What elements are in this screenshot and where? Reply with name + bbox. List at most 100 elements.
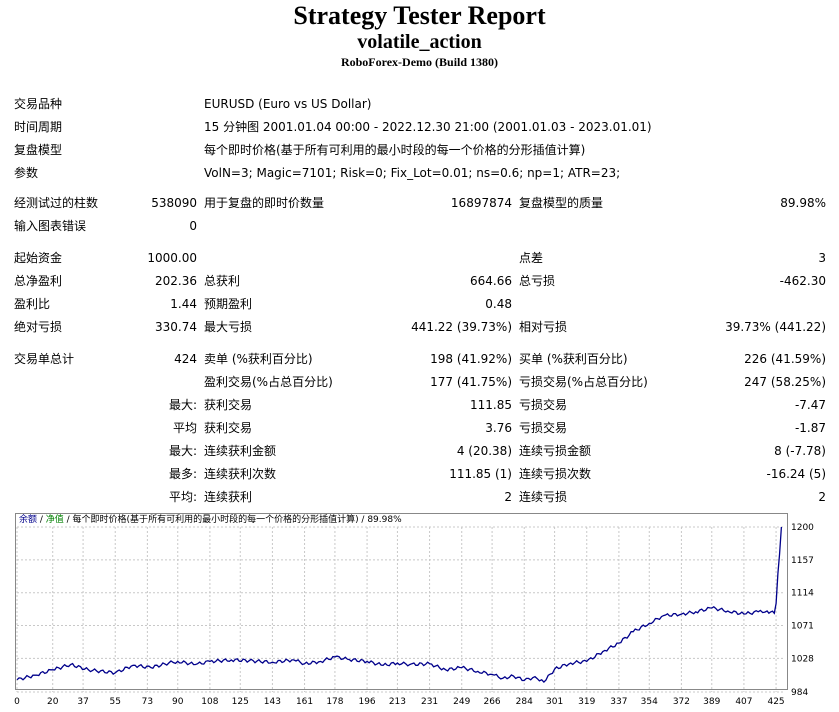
- gross-profit-label: 总获利: [204, 274, 241, 288]
- average-profit-label: 获利交易: [204, 421, 253, 435]
- net-profit-value: 202.36: [155, 274, 197, 288]
- x-tick-label: 284: [516, 697, 533, 707]
- model-label: 复盘模型: [14, 143, 63, 157]
- spread-value: 3: [818, 251, 826, 265]
- gross-loss-value: -462.30: [779, 274, 826, 288]
- y-tick-label: 1028: [791, 654, 814, 664]
- x-tick-label: 319: [578, 697, 595, 707]
- x-tick-label: 0: [14, 697, 20, 707]
- x-tick-label: 55: [110, 697, 121, 707]
- ticks-value: 16897874: [450, 196, 512, 210]
- bars-value: 538090: [151, 196, 197, 210]
- max-consecutive-losses-value: 8 (-7.78): [774, 444, 826, 458]
- x-tick-label: 37: [77, 697, 88, 707]
- x-tick-label: 196: [358, 697, 375, 707]
- chart-errors-label: 输入图表错误: [14, 219, 87, 233]
- largest-profit-label: 获利交易: [204, 398, 253, 412]
- profit-trades-label: 盈利交易(%占总百分比): [204, 375, 333, 389]
- spread-label: 点差: [519, 251, 544, 265]
- parameters-value: VolN=3; Magic=7101; Risk=0; Fix_Lot=0.01…: [204, 166, 621, 180]
- x-tick-label: 213: [389, 697, 406, 707]
- largest-profit-value: 111.85: [470, 398, 512, 412]
- balance-chart-frame: [15, 513, 788, 690]
- gross-profit-value: 664.66: [470, 274, 512, 288]
- maximal-drawdown-value: 441.22 (39.73%): [411, 320, 512, 334]
- short-positions-label: 卖单 (%获利百分比): [204, 352, 313, 366]
- chart-legend: 余额 / 净值 / 每个即时价格(基于所有可利用的最小时段的每一个价格的分形插值…: [19, 515, 402, 526]
- x-tick-label: 143: [264, 697, 281, 707]
- bars-label: 经测试过的柱数: [14, 196, 99, 210]
- ticks-label: 用于复盘的即时价数量: [204, 196, 325, 210]
- x-tick-label: 354: [641, 697, 658, 707]
- average-profit-value: 3.76: [485, 421, 512, 435]
- profit-trades-value: 177 (41.75%): [430, 375, 512, 389]
- largest-prefix: 最大:: [168, 398, 197, 412]
- legend-equity: 净值: [45, 515, 64, 525]
- expected-payoff-label: 预期盈利: [204, 297, 253, 311]
- max-consecutive-wins-label: 连续获利金额: [204, 444, 277, 458]
- x-tick-label: 178: [326, 697, 343, 707]
- largest-loss-value: -7.47: [794, 398, 826, 412]
- gross-loss-label: 总亏损: [519, 274, 556, 288]
- symbol-label: 交易品种: [14, 97, 63, 111]
- net-profit-label: 总净盈利: [14, 274, 63, 288]
- avg-consecutive-losses-label: 连续亏损: [519, 490, 568, 504]
- model-value: 每个即时价格(基于所有可利用的最小时段的每一个价格的分形插值计算): [204, 143, 586, 157]
- max-consecutive-losses-label: 连续亏损金额: [519, 444, 592, 458]
- period-value: 15 分钟图 2001.01.04 00:00 - 2022.12.30 21:…: [204, 120, 652, 134]
- x-tick-label: 108: [201, 697, 218, 707]
- report-title: Strategy Tester Report: [293, 1, 546, 30]
- relative-drawdown-label: 相对亏损: [519, 320, 568, 334]
- relative-drawdown-value: 39.73% (441.22): [725, 320, 826, 334]
- x-tick-label: 125: [232, 697, 249, 707]
- loss-trades-label: 亏损交易(%占总百分比): [519, 375, 648, 389]
- x-tick-label: 389: [703, 697, 720, 707]
- x-tick-label: 337: [610, 697, 627, 707]
- maximal-prefix: 最多:: [168, 467, 197, 481]
- maximal-consecutive-loss-label: 连续亏损次数: [519, 467, 592, 481]
- quality-value: 89.98%: [780, 196, 826, 210]
- total-trades-value: 424: [174, 352, 197, 366]
- x-tick-label: 231: [421, 697, 438, 707]
- symbol-value: EURUSD (Euro vs US Dollar): [204, 97, 372, 111]
- avg-consecutive-wins-value: 2: [504, 490, 512, 504]
- y-tick-label: 1114: [791, 589, 814, 599]
- expected-payoff-value: 0.48: [485, 297, 512, 311]
- profit-factor-value: 1.44: [170, 297, 197, 311]
- loss-trades-value: 247 (58.25%): [744, 375, 826, 389]
- profit-factor-label: 盈利比: [14, 297, 51, 311]
- x-tick-label: 20: [47, 697, 59, 707]
- maximal-consecutive-profit-label: 连续获利次数: [204, 467, 277, 481]
- x-tick-label: 161: [296, 697, 313, 707]
- quality-label: 复盘模型的质量: [519, 196, 604, 210]
- x-tick-label: 372: [673, 697, 690, 707]
- x-tick-label: 407: [735, 697, 752, 707]
- legend-description: / 每个即时价格(基于所有可利用的最小时段的每一个价格的分形插值计算) / 89…: [63, 515, 402, 525]
- maximal-consecutive-loss-value: -16.24 (5): [766, 467, 827, 481]
- expert-name: volatile_action: [357, 31, 482, 53]
- avg-consecutive-wins-label: 连续获利: [204, 490, 253, 504]
- maximum-prefix: 最大:: [168, 444, 197, 458]
- y-tick-label: 1071: [791, 622, 814, 632]
- maximal-consecutive-profit-value: 111.85 (1): [449, 467, 512, 481]
- period-label: 时间周期: [14, 120, 63, 134]
- absolute-drawdown-value: 330.74: [155, 320, 197, 334]
- short-positions-value: 198 (41.92%): [430, 352, 512, 366]
- x-tick-label: 73: [142, 697, 153, 707]
- average-loss-value: -1.87: [794, 421, 826, 435]
- x-tick-label: 249: [453, 697, 470, 707]
- y-tick-label: 984: [791, 688, 808, 698]
- chart-errors-value: 0: [189, 219, 197, 233]
- server-name: RoboForex-Demo (Build 1380): [340, 55, 499, 69]
- legend-separator: /: [37, 515, 46, 525]
- y-tick-label: 1157: [791, 556, 814, 566]
- long-positions-value: 226 (41.59%): [744, 352, 826, 366]
- average-loss-label: 亏损交易: [519, 421, 568, 435]
- max-consecutive-wins-value: 4 (20.38): [456, 444, 512, 458]
- deposit-value: 1000.00: [147, 251, 197, 265]
- x-tick-label: 301: [546, 697, 563, 707]
- legend-balance: 余额: [19, 515, 38, 525]
- long-positions-label: 买单 (%获利百分比): [519, 352, 628, 366]
- balance-line: [16, 526, 783, 684]
